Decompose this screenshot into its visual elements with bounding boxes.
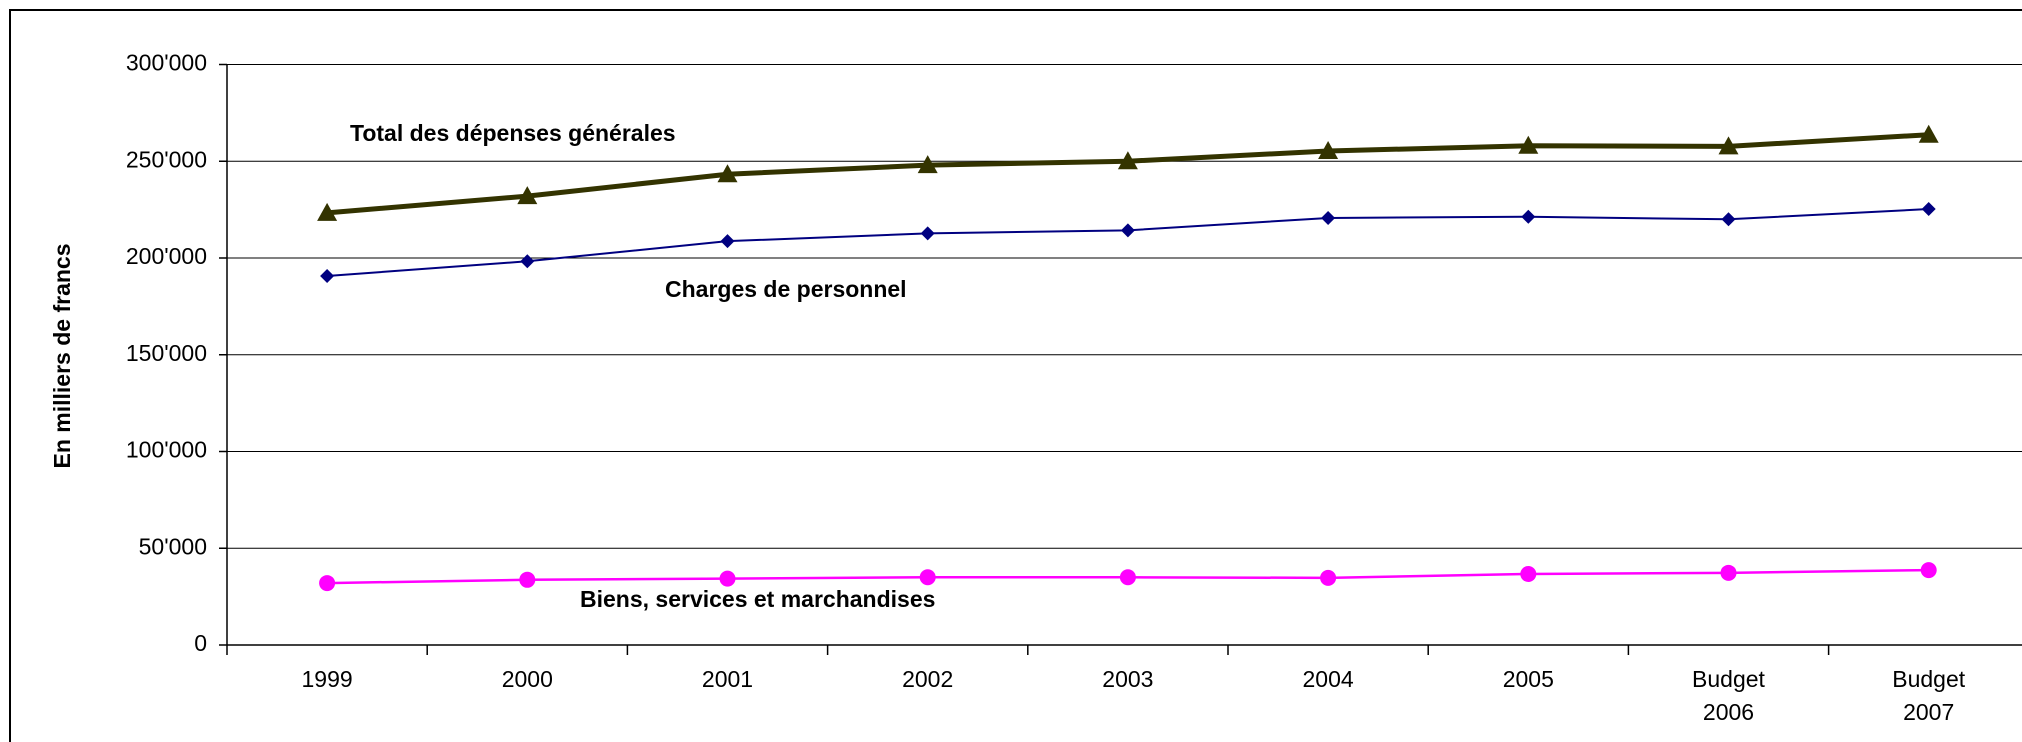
x-tick-label: 2001 [701,666,754,692]
y-tick-label: 50'000 [139,533,207,559]
marker [1117,151,1138,170]
marker [1718,136,1739,155]
marker [1521,209,1536,224]
marker [519,571,536,588]
marker [1720,564,1737,581]
marker [520,254,535,269]
x-tick-label: 2002 [902,666,954,692]
series-label: Biens, services et marchandises [580,586,935,612]
series-label: Charges de personnel [665,276,907,302]
series-line [326,132,1929,216]
marker [1721,212,1736,227]
marker [720,234,735,249]
y-tick-label: 0 [194,630,207,656]
y-tick-label: 150'000 [126,340,207,366]
x-tick-label: 2003 [1102,666,1154,692]
y-tick-label: 200'000 [126,243,207,269]
marker [517,186,538,205]
series-line [327,208,1929,277]
marker [919,569,936,586]
marker [1321,210,1336,225]
y-tick-label: 100'000 [126,437,207,463]
y-tick-label: 250'000 [126,146,207,172]
marker [920,226,935,241]
marker [917,155,938,174]
marker [719,570,736,587]
x-tick-label: 1999 [301,666,353,692]
marker [1119,569,1136,586]
marker [1520,565,1537,582]
marker [1320,569,1337,586]
x-tick-label: Budget 2007 [1892,666,1966,725]
y-tick-label: 300'000 [126,50,207,76]
series-label: Total des dépenses générales [350,120,676,146]
x-tick-label: 2000 [501,666,553,692]
marker [717,164,738,183]
frame [9,9,2022,742]
marker [1921,202,1936,217]
marker [1120,223,1135,238]
marker [1318,140,1339,159]
y-axis-label: En milliers de francs [49,244,75,469]
x-tick-label: 2004 [1302,666,1354,692]
marker [319,575,336,592]
x-tick-label: Budget 2006 [1692,666,1765,725]
marker [320,268,335,283]
marker [1518,135,1539,154]
marker [1920,562,1937,579]
marker [317,202,338,221]
marker [1918,124,1939,143]
x-tick-label: 2005 [1502,666,1554,692]
